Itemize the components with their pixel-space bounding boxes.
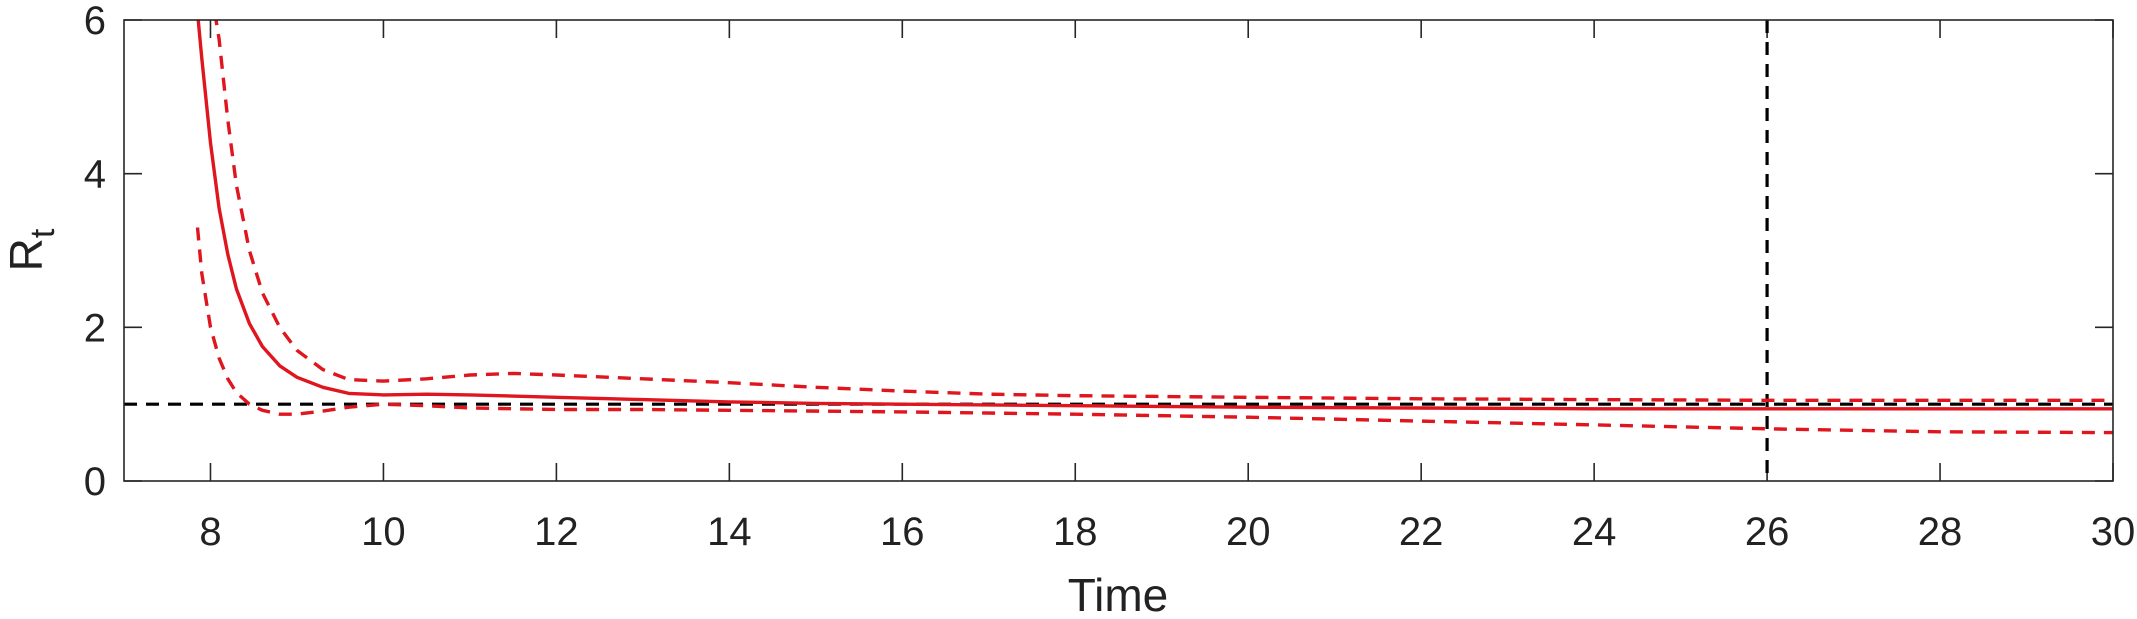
x-tick-label: 26 bbox=[1745, 510, 1790, 554]
x-tick-label: 22 bbox=[1399, 510, 1444, 554]
series-lower-bound-line bbox=[195, 227, 2113, 435]
x-tick-labels: 8 10 12 14 16 18 20 22 24 26 28 30 bbox=[199, 510, 2135, 554]
reference-lines bbox=[124, 20, 2113, 481]
x-tick-label: 16 bbox=[880, 510, 925, 554]
x-tick-label: 30 bbox=[2091, 510, 2136, 554]
y-axis-title-subscript: t bbox=[24, 228, 62, 238]
y-tick-label: 6 bbox=[84, 0, 106, 43]
x-tick-label: 12 bbox=[534, 510, 579, 554]
y-tick-label: 4 bbox=[84, 153, 106, 197]
y-tick-label: 2 bbox=[84, 306, 106, 350]
y-tick-label: 0 bbox=[84, 460, 106, 504]
plot-area bbox=[124, 20, 2113, 481]
x-axis-title: Time bbox=[1068, 569, 1169, 619]
y-axis-title-main: R bbox=[0, 238, 52, 271]
plot-frame bbox=[123, 19, 2114, 482]
x-tick-label: 24 bbox=[1572, 510, 1617, 554]
y-axis-title: Rt bbox=[0, 228, 62, 271]
x-tick-label: 8 bbox=[199, 510, 221, 554]
series-group bbox=[195, 20, 2113, 435]
x-tick-label: 18 bbox=[1053, 510, 1098, 554]
x-tick-label: 10 bbox=[361, 510, 406, 554]
x-tick-label: 20 bbox=[1226, 510, 1271, 554]
series-estimate-line bbox=[196, 20, 2113, 411]
series-upper-bound-line bbox=[214, 20, 2113, 402]
x-tick-label: 14 bbox=[707, 510, 752, 554]
y-tick-labels: 0 2 4 6 bbox=[84, 0, 106, 504]
x-tick-label: 28 bbox=[1918, 510, 1963, 554]
